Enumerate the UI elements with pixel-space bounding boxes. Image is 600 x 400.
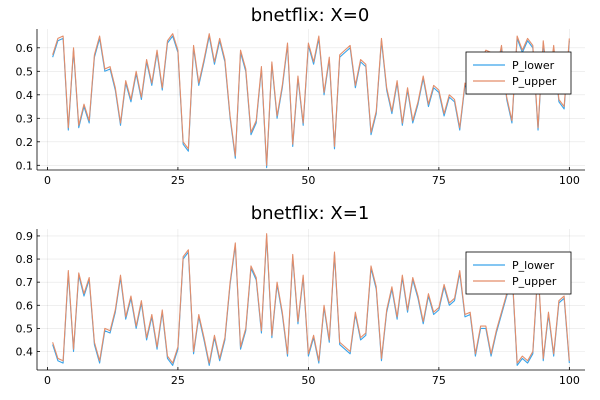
x-tick-label: 0 [44,174,51,187]
subplot-x0-tick-labels: 0 25 50 75 100 0.1 0.2 0.3 0.4 0.5 0.6 [16,42,580,187]
y-tick-label: 0.9 [16,230,34,243]
subplot-x1-tick-labels: 0 25 50 75 100 0.4 0.5 0.6 0.7 0.8 0.9 [16,230,580,387]
y-tick-label: 0.7 [16,276,34,289]
x-tick-label: 100 [559,374,580,387]
x-tick-label: 50 [301,374,315,387]
subplot-x0-axes [36,29,585,171]
x-tick-label: 100 [559,174,580,187]
y-tick-label: 0.4 [16,346,34,359]
legend-label-p-lower: P_lower [512,59,555,72]
y-tick-label: 0.4 [16,89,34,102]
legend-box [465,251,572,295]
y-tick-label: 0.1 [16,159,34,172]
y-tick-label: 0.5 [16,322,34,335]
y-tick-label: 0.6 [16,42,34,55]
legend-label-p-upper: P_upper [512,275,557,288]
subplot-x1-title: bnetflix: X=1 [251,203,370,224]
legend-label-p-upper: P_upper [512,75,557,88]
x-tick-label: 50 [301,174,315,187]
y-tick-label: 0.8 [16,253,34,266]
x-tick-label: 25 [171,374,185,387]
y-tick-label: 0.2 [16,136,34,149]
legend-label-p-lower: P_lower [512,259,555,272]
x-tick-label: 75 [432,374,446,387]
x-tick-label: 25 [171,174,185,187]
series-line-p-upper [52,233,570,364]
subplot-x1-series [52,233,570,366]
y-tick-label: 0.5 [16,65,34,78]
subplot-x1-axes [36,229,585,371]
subplot-x0: bnetflix: X=0 0 25 50 75 1000.10.20.30.40.50… [16,5,585,187]
subplot-x1-legend: P_lower P_upper [465,251,572,295]
subplot-x0-grid [37,29,585,170]
subplot-x0-legend: P_lower P_upper [465,51,572,95]
subplot-x1: bnetflix: X=1 0 25 50 75 1000.40.50.60.70.80… [16,203,585,387]
x-tick-label: 75 [432,174,446,187]
x-tick-label: 0 [44,374,51,387]
y-tick-label: 0.3 [16,112,34,125]
y-tick-label: 0.6 [16,299,34,312]
legend-box [465,51,572,95]
subplot-x0-title: bnetflix: X=0 [251,5,370,26]
